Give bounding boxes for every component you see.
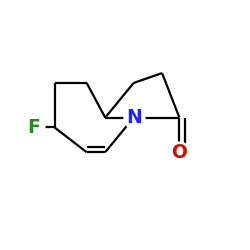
- Text: N: N: [126, 108, 142, 127]
- Text: O: O: [172, 143, 187, 162]
- Text: F: F: [27, 118, 40, 137]
